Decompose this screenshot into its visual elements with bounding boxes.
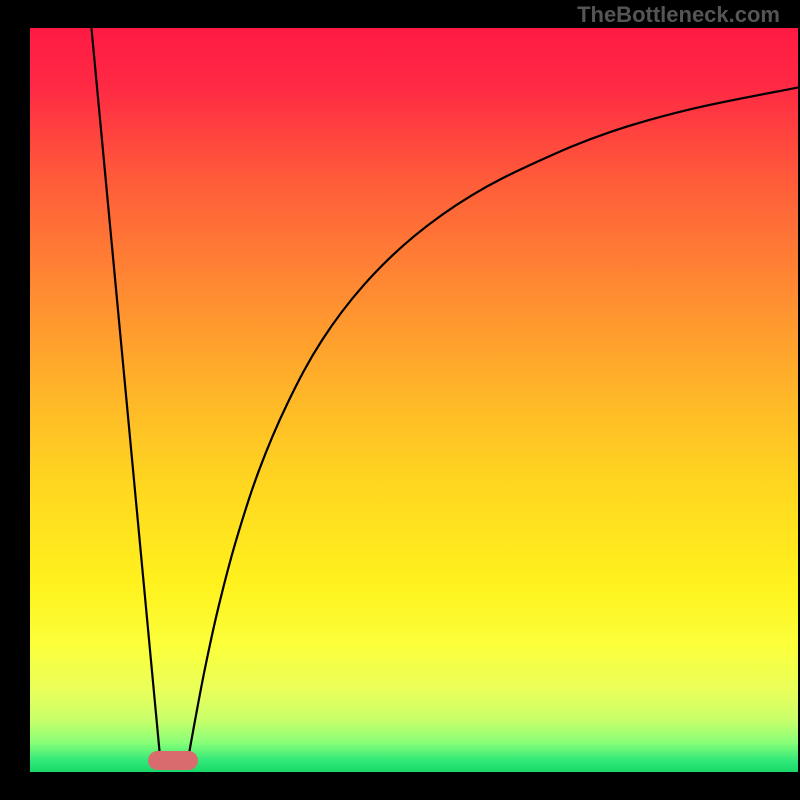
- attribution-text: TheBottleneck.com: [577, 2, 780, 28]
- right-curve-path: [187, 88, 798, 763]
- apex-marker: [148, 751, 198, 770]
- chart-container: TheBottleneck.com: [0, 0, 800, 800]
- left-curve-line: [91, 28, 160, 762]
- curves-layer: [30, 28, 798, 772]
- plot-area: [30, 28, 798, 772]
